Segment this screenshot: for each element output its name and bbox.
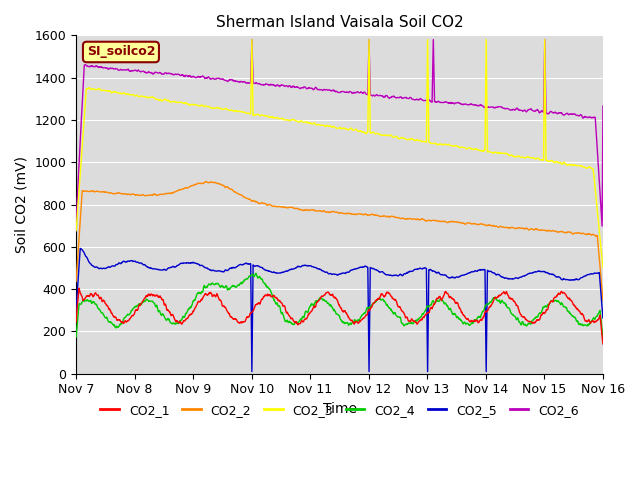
- Title: Sherman Island Vaisala Soil CO2: Sherman Island Vaisala Soil CO2: [216, 15, 463, 30]
- Legend: CO2_1, CO2_2, CO2_3, CO2_4, CO2_5, CO2_6: CO2_1, CO2_2, CO2_3, CO2_4, CO2_5, CO2_6: [95, 398, 584, 421]
- Y-axis label: Soil CO2 (mV): Soil CO2 (mV): [15, 156, 29, 253]
- X-axis label: Time: Time: [323, 402, 356, 416]
- Text: SI_soilco2: SI_soilco2: [86, 46, 155, 59]
